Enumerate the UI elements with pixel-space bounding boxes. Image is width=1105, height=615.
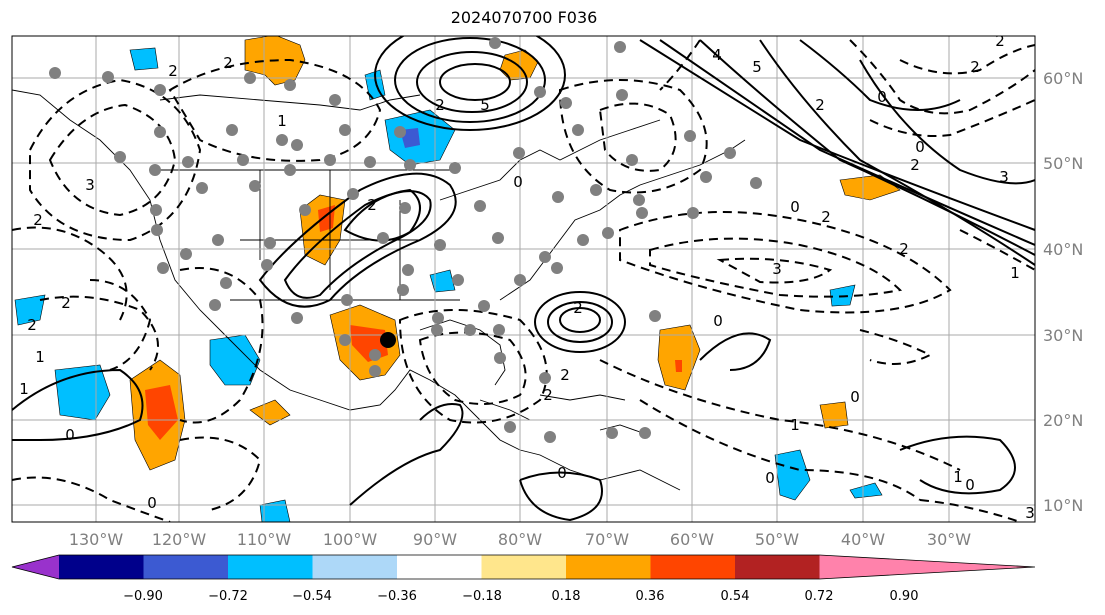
contour-label: 1 bbox=[19, 380, 29, 398]
lat-label: 40°N bbox=[1043, 240, 1083, 259]
lon-label: 60°W bbox=[670, 530, 714, 549]
colorbar-tick-label: −0.90 bbox=[123, 589, 163, 604]
colorbar-segment bbox=[228, 555, 313, 579]
lat-label: 60°N bbox=[1043, 69, 1083, 88]
contour-label: 2 bbox=[910, 156, 920, 174]
colorbar-extend-high bbox=[819, 555, 1035, 579]
contour-label: 5 bbox=[480, 96, 490, 114]
longitude-labels: 130°W 120°W 110°W 100°W 90°W 80°W 70°W 6… bbox=[69, 530, 971, 549]
colorbar-extend-low bbox=[12, 555, 59, 579]
colorbar-segment bbox=[481, 555, 567, 579]
colorbar-segment bbox=[143, 555, 229, 579]
contour-label: 4 bbox=[712, 46, 722, 64]
colorbar-segment bbox=[312, 555, 398, 579]
lat-label: 30°N bbox=[1043, 326, 1083, 345]
contour-label: 0 bbox=[915, 138, 925, 156]
contour-label: 2 bbox=[61, 294, 71, 312]
lat-label: 50°N bbox=[1043, 154, 1083, 173]
colorbar-tick-label: −0.72 bbox=[208, 589, 248, 604]
contour-label: 2 bbox=[435, 96, 445, 114]
lat-label: 20°N bbox=[1043, 411, 1083, 430]
contour-label: 0 bbox=[65, 426, 75, 444]
colorbar-segment bbox=[735, 555, 820, 579]
colorbar-tick-label: 0.18 bbox=[552, 589, 581, 604]
map-title: 2024070700 F036 bbox=[450, 8, 598, 27]
contour-label: 2 bbox=[27, 316, 37, 334]
solid-contours bbox=[12, 36, 1035, 522]
lon-label: 110°W bbox=[237, 530, 292, 549]
contour-label: 2 bbox=[821, 208, 831, 226]
contour-label: 0 bbox=[965, 476, 975, 494]
lon-label: 40°W bbox=[841, 530, 885, 549]
colorbar-tick-label: 0.72 bbox=[805, 589, 834, 604]
colorbar-tick-label: −0.18 bbox=[462, 589, 502, 604]
latitude-labels: 60°N 50°N 40°N 30°N 20°N 10°N bbox=[1043, 69, 1083, 515]
contour-label: 2 bbox=[815, 96, 825, 114]
colorbar-segment bbox=[650, 555, 736, 579]
contour-label: 0 bbox=[147, 494, 157, 512]
contour-label: 1 bbox=[35, 348, 45, 366]
contour-label: 3 bbox=[999, 168, 1009, 186]
colorbar-tick-label: 0.36 bbox=[636, 589, 665, 604]
colorbar-tick-label: 0.54 bbox=[721, 589, 750, 604]
contour-labels: 2 2 3 2 2 2 1 5 4 5 2 0 2 3 0 2 2 1 3 2 … bbox=[19, 32, 1035, 522]
contour-label: 3 bbox=[85, 176, 95, 194]
contour-label: 1 bbox=[790, 416, 800, 434]
station-markers bbox=[49, 37, 762, 443]
contour-label: 0 bbox=[765, 469, 775, 487]
colorbar bbox=[11, 554, 1036, 580]
lon-label: 130°W bbox=[69, 530, 124, 549]
contour-label: 1 bbox=[277, 112, 287, 130]
contour-label: 5 bbox=[752, 58, 762, 76]
contour-label: 2 bbox=[899, 240, 909, 258]
contour-label: 1 bbox=[953, 468, 963, 486]
colorbar-segment bbox=[397, 555, 482, 579]
lon-label: 100°W bbox=[323, 530, 378, 549]
contour-label: 2 bbox=[970, 58, 980, 76]
lon-label: 50°W bbox=[755, 530, 799, 549]
lon-label: 90°W bbox=[413, 530, 457, 549]
contour-label: 2 bbox=[367, 196, 377, 214]
contour-label: 2 bbox=[995, 32, 1005, 50]
colorbar-ticks: −0.90 −0.72 −0.54 −0.36 −0.18 0.18 0.36 … bbox=[123, 589, 918, 604]
contour-label: 0 bbox=[557, 464, 567, 482]
contour-label: 0 bbox=[790, 198, 800, 216]
lon-label: 80°W bbox=[498, 530, 542, 549]
contour-label: 3 bbox=[1025, 504, 1035, 522]
lon-label: 120°W bbox=[152, 530, 207, 549]
contour-label: 0 bbox=[713, 312, 723, 330]
contour-label: 2 bbox=[33, 211, 43, 229]
colorbar-tick-label: −0.36 bbox=[377, 589, 417, 604]
colorbar-outline bbox=[11, 554, 1036, 580]
map-border bbox=[11, 35, 1036, 523]
contour-label: 0 bbox=[850, 388, 860, 406]
contour-label: 2 bbox=[223, 54, 233, 72]
colorbar-segment bbox=[566, 555, 651, 579]
contour-label: 2 bbox=[168, 62, 178, 80]
contour-label: 2 bbox=[543, 386, 553, 404]
contour-label: 1 bbox=[1010, 264, 1020, 282]
dashed-contours bbox=[12, 39, 1035, 522]
colorbar-tick-label: −0.54 bbox=[292, 589, 332, 604]
lon-label: 30°W bbox=[927, 530, 971, 549]
contour-label: 2 bbox=[560, 366, 570, 384]
contour-label: 2 bbox=[573, 299, 583, 317]
colorbar-tick-label: 0.90 bbox=[890, 589, 919, 604]
lon-label: 70°W bbox=[585, 530, 629, 549]
contour-label: 0 bbox=[877, 88, 887, 106]
contour-label: 3 bbox=[772, 260, 782, 278]
highlighted-station bbox=[380, 332, 396, 348]
contour-label: 0 bbox=[513, 173, 523, 191]
lat-label: 10°N bbox=[1043, 496, 1083, 515]
colorbar-segment bbox=[59, 555, 144, 579]
